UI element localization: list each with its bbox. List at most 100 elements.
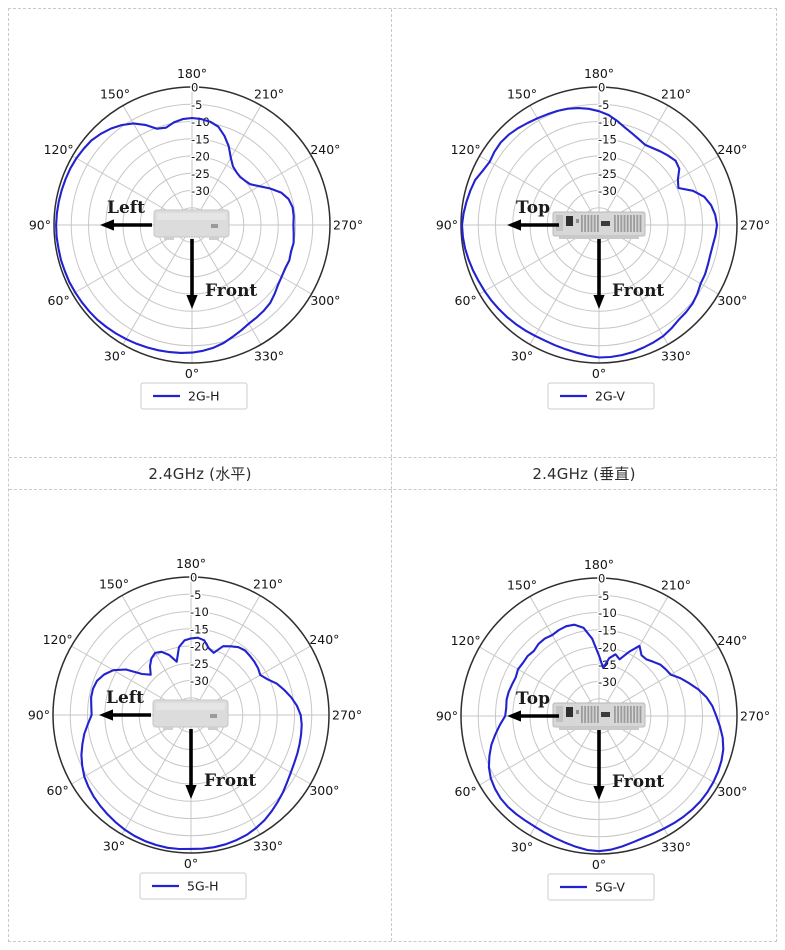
cell-5g-h: 0° 30° 60° 90° 120° 150° 180° 210° 240° 270° 300° 3…: [9, 490, 392, 941]
radiation-curve-2G-H: [55, 116, 295, 354]
polar-plot-2g-v: 0° 30° 60° 90° 120° 150° 180° 210° 240° 270° 300° 3…: [436, 66, 770, 410]
radiation-curve-2G-V: [460, 107, 719, 359]
front-arrowhead-icon: [593, 295, 605, 309]
radial-tick--30: -30: [190, 674, 209, 688]
radial-tick-labels: 0-5-10-15-20-25-30: [597, 570, 619, 691]
angle-tick-120: 120°: [43, 632, 73, 647]
radial-tick-0: 0: [191, 81, 198, 95]
angle-tick-150: 150°: [99, 577, 129, 592]
angle-tick-60: 60°: [47, 783, 69, 798]
front-direction-label: Front: [612, 281, 664, 301]
radial-tick--20: -20: [191, 150, 210, 164]
radial-tick--5: -5: [191, 98, 202, 112]
angle-tick-150: 150°: [100, 87, 130, 102]
legend-label: 5G-H: [187, 879, 219, 894]
angle-tick-240: 240°: [310, 142, 340, 157]
angle-labels: 0° 30° 60° 90° 120° 150° 180° 210° 240° 270° 300° 3…: [28, 556, 362, 871]
angle-labels: 0° 30° 60° 90° 120° 150° 180° 210° 240° 270° 300° 3…: [436, 66, 770, 381]
side-direction-label: Left: [107, 198, 145, 218]
radial-tick-0: 0: [598, 572, 605, 586]
angle-tick-90: 90°: [436, 709, 458, 724]
radial-tick-0: 0: [190, 571, 197, 585]
direction-arrows: Left Front: [100, 198, 257, 309]
legend-5G-H: 5G-H: [139, 872, 247, 900]
legend-label: 2G-V: [595, 389, 625, 404]
radial-tick--15: -15: [191, 132, 210, 146]
radial-tick--30: -30: [598, 675, 617, 689]
angle-tick-0: 0°: [184, 856, 198, 871]
device-front-view-image: [153, 209, 230, 240]
angle-tick-240: 240°: [309, 632, 339, 647]
angle-tick-270: 270°: [740, 218, 770, 233]
radial-tick--25: -25: [191, 167, 210, 181]
radial-tick--10: -10: [598, 115, 617, 129]
angle-tick-300: 300°: [310, 293, 340, 308]
radial-tick--15: -15: [598, 623, 617, 637]
angle-tick-330: 330°: [661, 348, 691, 363]
angle-tick-180: 180°: [584, 557, 614, 572]
angle-tick-270: 270°: [332, 708, 362, 723]
legend-box: [547, 382, 655, 410]
angle-tick-120: 120°: [451, 633, 481, 648]
top-arrowhead-icon: [507, 219, 521, 231]
direction-arrows: Top Front: [507, 198, 664, 309]
angle-labels: 0° 30° 60° 90° 120° 150° 180° 210° 240° 270° 300° 3…: [29, 66, 363, 381]
angle-tick-120: 120°: [451, 142, 481, 157]
angle-tick-60: 60°: [455, 293, 477, 308]
angle-tick-300: 300°: [717, 293, 747, 308]
legend-box: [140, 382, 248, 410]
radial-tick--5: -5: [190, 588, 201, 602]
angle-tick-240: 240°: [717, 633, 747, 648]
polar-plot-5g-h: 0° 30° 60° 90° 120° 150° 180° 210° 240° 270° 300° 3…: [28, 556, 362, 900]
angle-tick-180: 180°: [177, 66, 207, 81]
front-direction-label: Front: [205, 281, 257, 301]
angle-tick-300: 300°: [717, 784, 747, 799]
radial-tick-labels: 0-5-10-15-20-25-30: [597, 79, 619, 200]
angle-tick-120: 120°: [44, 142, 74, 157]
polar-plot-2g-h: 0° 30° 60° 90° 120° 150° 180° 210° 240° 270° 300° 3…: [29, 66, 363, 410]
angle-tick-0: 0°: [185, 366, 199, 381]
left-arrowhead-icon: [99, 709, 113, 721]
radial-tick--10: -10: [598, 606, 617, 620]
angle-tick-210: 210°: [661, 578, 691, 593]
radial-tick-0: 0: [598, 81, 605, 95]
radial-tick--25: -25: [190, 657, 209, 671]
device-top-view-image: [552, 211, 646, 239]
radial-tick--20: -20: [598, 150, 617, 164]
polar-outer-circle: [53, 86, 331, 364]
side-direction-label: Top: [516, 198, 550, 218]
angle-tick-300: 300°: [309, 783, 339, 798]
angle-tick-30: 30°: [511, 348, 533, 363]
device-front-view-image: [152, 699, 229, 730]
angle-tick-30: 30°: [511, 839, 533, 854]
angle-tick-0: 0°: [592, 366, 606, 381]
caption-2g4-horizontal: 2.4GHz (水平): [9, 458, 392, 489]
cell-2g-h: 0° 30° 60° 90° 120° 150° 180° 210° 240° 270° 300° 3…: [9, 9, 392, 457]
front-arrowhead-icon: [186, 295, 198, 309]
direction-arrows: Left Front: [99, 688, 256, 799]
cell-2g-v: 0° 30° 60° 90° 120° 150° 180° 210° 240° 270° 300° 3…: [392, 9, 776, 457]
angle-tick-150: 150°: [507, 87, 537, 102]
angle-tick-60: 60°: [48, 293, 70, 308]
legend-5G-V: 5G-V: [547, 873, 655, 901]
angle-tick-330: 330°: [661, 839, 691, 854]
angle-tick-180: 180°: [176, 556, 206, 571]
angle-tick-210: 210°: [254, 87, 284, 102]
angle-tick-270: 270°: [740, 709, 770, 724]
angle-tick-90: 90°: [29, 218, 51, 233]
side-direction-label: Top: [516, 689, 550, 709]
angle-tick-330: 330°: [254, 348, 284, 363]
radiation-curve-5G-H: [80, 636, 303, 851]
radiation-curve-5G-V: [487, 623, 725, 853]
radial-tick--25: -25: [598, 167, 617, 181]
row-2g-plots: 0° 30° 60° 90° 120° 150° 180° 210° 240° 270° 300° 3…: [9, 9, 776, 458]
angle-tick-30: 30°: [104, 348, 126, 363]
cell-5g-v: 0° 30° 60° 90° 120° 150° 180° 210° 240° 270° 300° 3…: [392, 490, 776, 941]
radial-tick--30: -30: [191, 184, 210, 198]
angle-tick-270: 270°: [333, 218, 363, 233]
legend-box: [547, 873, 655, 901]
caption-2g4-vertical: 2.4GHz (垂直): [532, 465, 636, 483]
angle-tick-210: 210°: [253, 577, 283, 592]
polar-plot-5g-v: 0° 30° 60° 90° 120° 150° 180° 210° 240° 270° 300° 3…: [436, 557, 770, 901]
